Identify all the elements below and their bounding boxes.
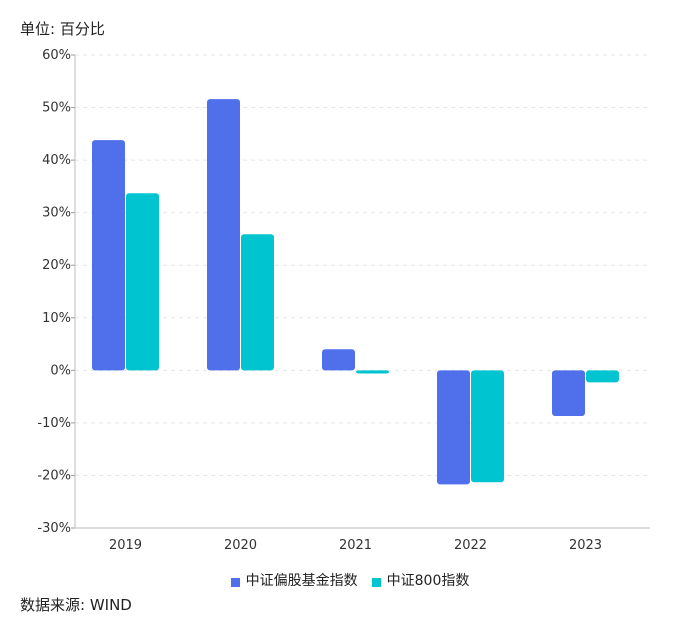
legend-item-series-1[interactable]: 中证800指数 (371, 570, 470, 590)
x-tick-label: 2019 (109, 538, 142, 553)
bar-2022-series-0 (437, 370, 470, 485)
y-tick-label: 20% (42, 258, 71, 273)
bar-2020-series-1 (241, 234, 274, 371)
bar-2021-series-0 (322, 349, 355, 371)
legend-label: 中证偏股基金指数 (245, 573, 358, 589)
y-tick-label: 40% (42, 153, 71, 168)
y-tick-label: -20% (37, 468, 71, 483)
bar-2019-series-0 (92, 140, 125, 371)
legend-swatch (371, 577, 381, 587)
y-tick-label: 10% (42, 311, 71, 326)
legend-item-series-0[interactable]: 中证偏股基金指数 (230, 570, 358, 590)
source-label: 数据来源: WIND (20, 596, 132, 614)
legend-label: 中证800指数 (386, 573, 470, 589)
y-tick-label: 50% (42, 101, 71, 116)
y-tick-label: 60% (42, 48, 71, 63)
bar-2023-series-1 (586, 370, 619, 383)
bar-2021-series-1 (356, 370, 389, 374)
y-tick-label: -30% (37, 521, 71, 536)
x-tick-label: 2021 (339, 538, 372, 553)
x-tick-label: 2020 (224, 538, 257, 553)
y-tick-label: -10% (37, 416, 71, 431)
legend: 中证偏股基金指数 中证800指数 (0, 570, 700, 590)
bar-2022-series-1 (471, 370, 504, 483)
unit-label: 单位: 百分比 (20, 20, 105, 38)
bar-2019-series-1 (126, 193, 159, 371)
bar-2023-series-0 (552, 370, 585, 417)
x-tick-label: 2023 (569, 538, 602, 553)
y-tick-label: 30% (42, 206, 71, 221)
legend-swatch (230, 577, 240, 587)
x-tick-label: 2022 (454, 538, 487, 553)
bar-2020-series-0 (207, 99, 240, 371)
y-tick-label: 0% (50, 363, 71, 378)
